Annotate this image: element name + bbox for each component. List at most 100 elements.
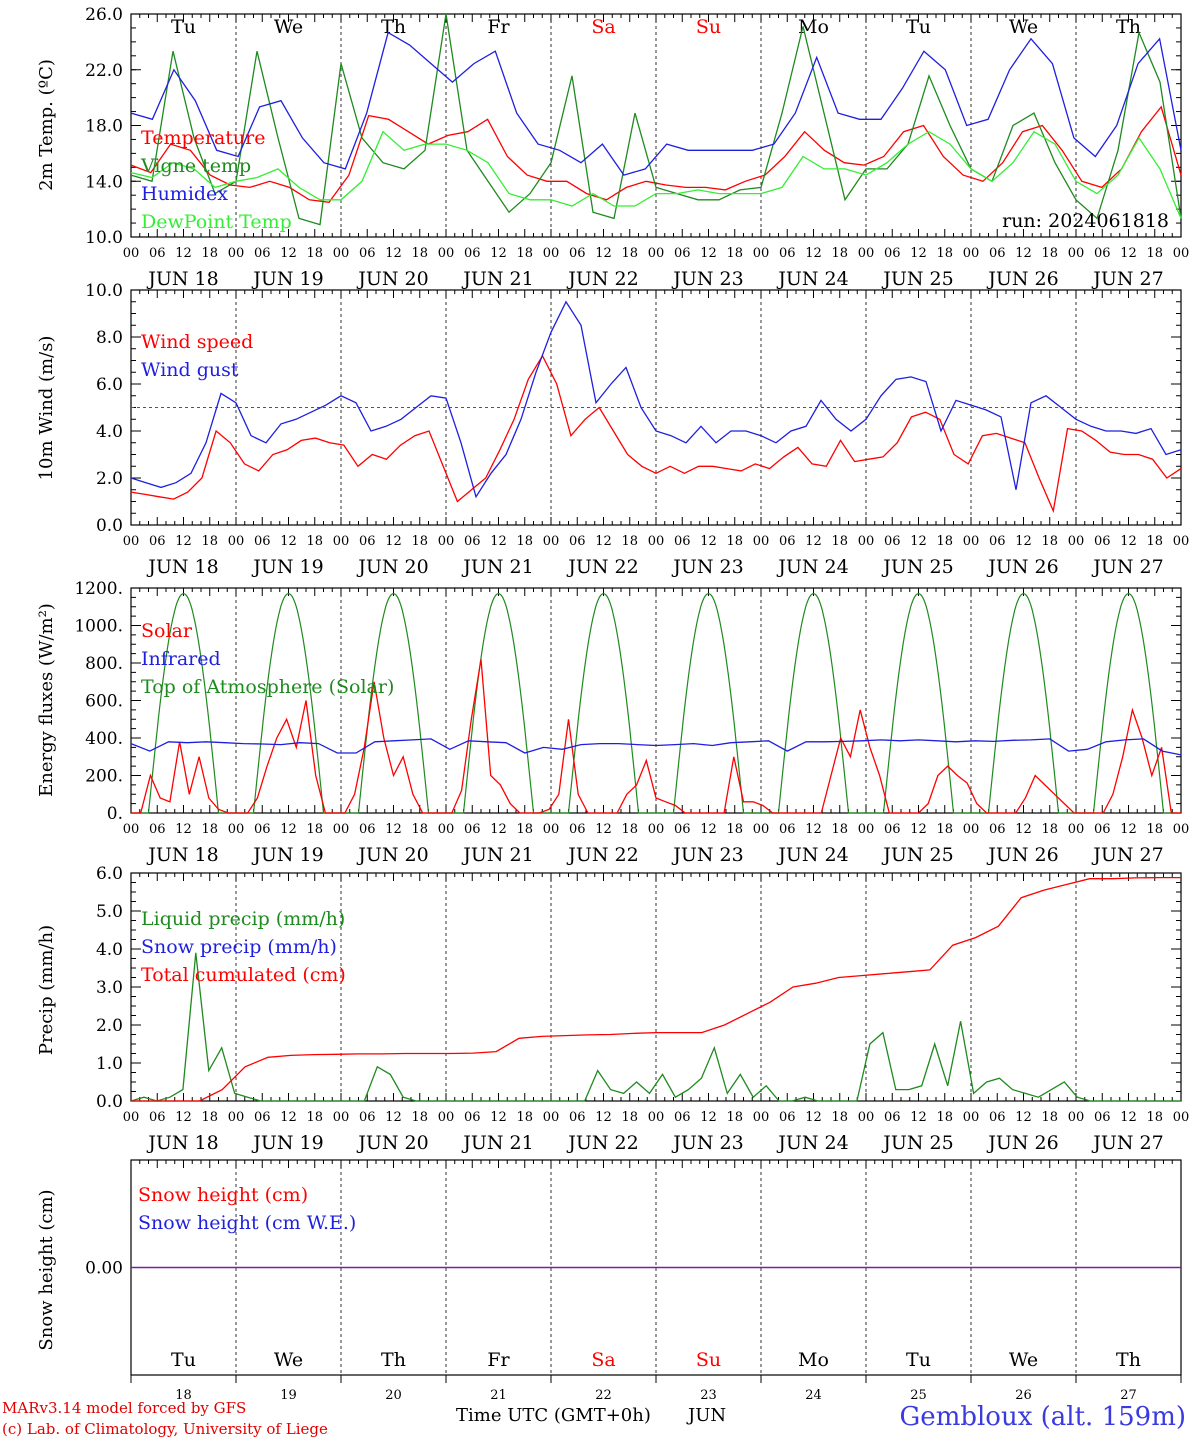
day-label: JUN 18 [146,844,218,866]
legend-item: Top of Atmosphere (Solar) [141,676,394,698]
hour-label: 12 [910,246,927,261]
legend-item: Wind gust [141,359,239,381]
y-tick-label: 10.0 [85,228,123,248]
hour-label: 00 [228,246,245,261]
hour-label: 06 [254,1110,271,1125]
station-title: Gembloux (alt. 159m) [899,1402,1186,1432]
hour-label: 12 [595,822,612,837]
day-number-label: 26 [1015,1388,1032,1403]
weekday-label: Mo [798,1349,829,1371]
hour-label: 00 [753,246,770,261]
day-label: JUN 20 [356,556,428,578]
hour-label: 18 [306,534,323,549]
hour-label: 06 [674,822,691,837]
day-label: JUN 27 [1091,268,1163,290]
hour-label: 00 [123,1110,140,1125]
hour-label: 18 [1041,1110,1058,1125]
lab-credit: (c) Lab. of Climatology, University of L… [2,1420,328,1438]
hour-label: 06 [1094,822,1111,837]
y-tick-label: 1000. [74,617,123,637]
legend-item: Snow height (cm W.E.) [138,1212,356,1234]
hour-label: 18 [831,1110,848,1125]
hour-label: 12 [805,534,822,549]
hour-label: 06 [359,534,376,549]
hour-label: 00 [123,822,140,837]
hour-label: 06 [779,822,796,837]
hour-label: 12 [595,246,612,261]
hour-label: 00 [1068,246,1085,261]
day-number-label: 22 [595,1388,612,1403]
hour-label: 06 [359,246,376,261]
hour-label: 00 [123,246,140,261]
hour-label: 00 [333,1110,350,1125]
hour-label: 06 [254,822,271,837]
day-label: JUN 25 [881,844,953,866]
hour-label: 18 [201,534,218,549]
hour-label: 00 [123,534,140,549]
hour-label: 12 [1015,534,1032,549]
hour-label: 06 [149,1110,166,1125]
hour-label: 12 [490,1110,507,1125]
day-label: JUN 19 [251,268,323,290]
day-label: JUN 24 [776,556,848,578]
y-tick-label: 0.00 [85,1259,123,1279]
hour-label: 00 [963,534,980,549]
day-label: JUN 25 [881,1132,953,1154]
day-label: JUN 24 [776,844,848,866]
day-label: JUN 24 [776,1132,848,1154]
hour-label: 00 [333,246,350,261]
hour-label: 18 [621,822,638,837]
y-tick-label: 400. [85,729,123,749]
hour-label: 06 [779,246,796,261]
hour-label: 18 [201,246,218,261]
hour-label: 18 [1041,534,1058,549]
hour-label: 06 [989,534,1006,549]
hour-label: 18 [1146,822,1163,837]
hour-label: 06 [569,822,586,837]
hour-label: 06 [674,534,691,549]
hour-label: 00 [543,246,560,261]
weekday-label: Th [381,16,406,38]
hour-label: 12 [1015,1110,1032,1125]
hour-label: 18 [516,246,533,261]
weekday-label: Fr [487,16,510,38]
hour-label: 12 [280,822,297,837]
legend-item: Temperature [141,127,265,149]
hour-label: 00 [438,534,455,549]
hour-label: 00 [963,246,980,261]
y-tick-label: 10.0 [85,281,123,301]
hour-label: 06 [884,822,901,837]
hour-label: 00 [963,822,980,837]
y-tick-label: 1200. [74,579,123,599]
legend-item: Snow precip (mm/h) [141,936,337,958]
hour-label: 00 [1068,534,1085,549]
day-label: JUN 19 [251,844,323,866]
run-label: run: 2024061818 [1002,210,1169,232]
day-number-label: 21 [490,1388,507,1403]
hour-label: 18 [411,534,428,549]
y-axis-label: Precip (mm/h) [36,925,57,1055]
y-tick-label: 1.0 [96,1054,123,1074]
day-label: JUN 25 [881,268,953,290]
hour-label: 12 [175,534,192,549]
hour-label: 00 [333,534,350,549]
hour-label: 12 [805,822,822,837]
y-axis-label: Energy fluxes (W/m²) [36,603,57,797]
hour-label: 06 [359,1110,376,1125]
hour-label: 00 [753,534,770,549]
hour-label: 06 [884,246,901,261]
hour-label: 00 [858,246,875,261]
hour-label: 18 [306,1110,323,1125]
hour-label: 00 [858,822,875,837]
hour-label: 12 [175,1110,192,1125]
hour-label: 18 [516,822,533,837]
hour-label: 12 [700,1110,717,1125]
hour-label: 18 [726,246,743,261]
legend-item: Liquid precip (mm/h) [141,908,345,930]
hour-label: 12 [175,246,192,261]
hour-label: 12 [385,822,402,837]
hour-label: 00 [753,822,770,837]
hour-label: 06 [569,1110,586,1125]
hour-label: 06 [464,246,481,261]
